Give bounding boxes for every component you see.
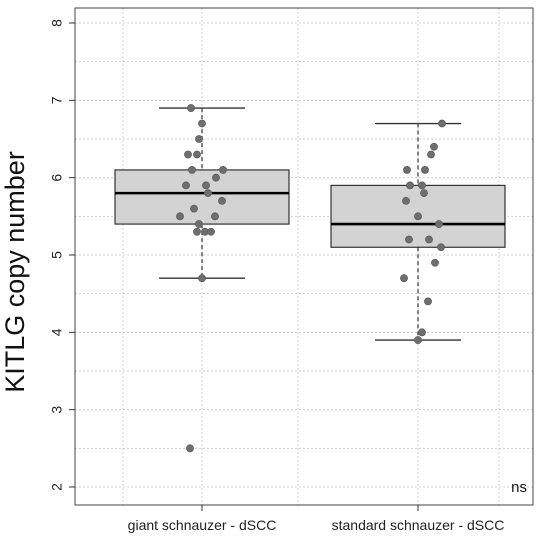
data-point [406,181,414,190]
data-point [195,135,203,143]
boxes [114,107,506,341]
data-point [218,196,226,205]
data-point [425,235,433,244]
x-tick-label: standard schnauzer - dSCC [332,517,505,533]
data-point [405,235,413,244]
significance-annotation: ns [511,479,527,496]
data-point [400,274,408,283]
y-tick-label: 8 [49,19,65,27]
box-iqr [114,169,290,225]
data-point [195,220,203,228]
grid [75,8,533,505]
y-tick-label: 7 [49,96,65,104]
data-point [427,150,435,159]
y-tick-label: 6 [49,174,65,182]
data-point [437,243,445,252]
data-point [198,274,206,283]
data-point [207,227,215,236]
y-axis-label: KITLG copy number [0,151,30,393]
data-points [176,104,446,453]
data-point [193,227,201,236]
data-point [202,181,210,190]
data-point [421,166,429,174]
data-point [414,212,422,221]
data-point [186,444,194,453]
data-point [182,181,190,190]
data-point [424,297,432,306]
data-point [211,212,219,221]
plot-frame [74,7,534,506]
data-point [402,196,410,205]
x-tick-label: giant schnauzer - dSCC [128,517,277,533]
x-axis: giant schnauzer - dSCC standard schnauzer… [128,505,505,533]
data-point [190,204,198,213]
y-tick-label: 3 [49,406,65,414]
y-tick-label: 2 [49,483,65,491]
data-point [187,104,195,112]
y-axis: 2 3 4 5 6 7 8 [49,19,75,491]
data-point [435,220,443,228]
data-point [176,212,184,221]
data-point [430,142,438,151]
data-point [420,189,428,198]
y-tick-label: 4 [49,328,65,336]
y-tick-label: 5 [49,251,65,259]
data-point [184,150,192,159]
data-point [414,336,422,344]
data-point [438,119,446,128]
data-point [431,258,439,267]
data-point [188,166,196,174]
data-point [418,328,426,337]
data-point [212,173,220,182]
data-point [198,119,206,128]
data-point [204,189,212,198]
data-point [219,166,227,174]
data-point [418,181,426,190]
data-point [403,166,411,174]
data-point [193,150,201,159]
